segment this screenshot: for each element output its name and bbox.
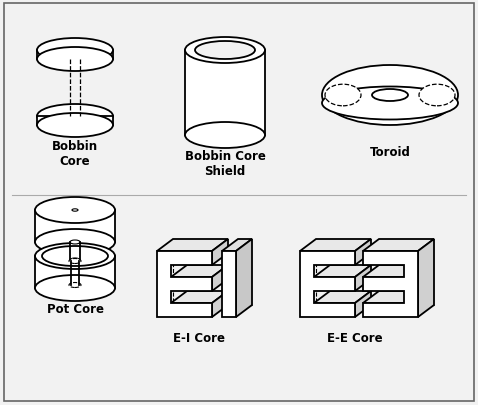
Polygon shape <box>355 291 371 317</box>
Polygon shape <box>222 239 252 252</box>
Polygon shape <box>236 239 252 317</box>
Polygon shape <box>185 51 265 136</box>
Ellipse shape <box>35 275 115 301</box>
Ellipse shape <box>37 48 113 72</box>
Polygon shape <box>314 291 371 303</box>
Polygon shape <box>222 252 236 317</box>
Polygon shape <box>355 239 371 265</box>
Ellipse shape <box>35 230 115 256</box>
Polygon shape <box>35 211 115 243</box>
Ellipse shape <box>42 246 108 266</box>
Ellipse shape <box>195 42 255 60</box>
Ellipse shape <box>37 105 113 129</box>
Polygon shape <box>157 252 212 317</box>
Polygon shape <box>212 291 228 317</box>
Text: E-I Core: E-I Core <box>173 331 225 344</box>
Polygon shape <box>35 256 115 288</box>
Text: Bobbin Core
Shield: Bobbin Core Shield <box>185 149 265 177</box>
Polygon shape <box>363 291 420 303</box>
Ellipse shape <box>37 39 113 63</box>
Polygon shape <box>363 239 434 252</box>
Ellipse shape <box>70 258 80 262</box>
Ellipse shape <box>322 87 458 120</box>
Ellipse shape <box>69 283 81 288</box>
Polygon shape <box>212 239 228 265</box>
Polygon shape <box>171 265 228 277</box>
Text: Bobbin
Core: Bobbin Core <box>52 140 98 168</box>
Text: Toroid: Toroid <box>369 146 411 159</box>
Polygon shape <box>171 291 228 303</box>
Ellipse shape <box>372 90 408 102</box>
Ellipse shape <box>322 66 458 126</box>
Polygon shape <box>355 265 371 291</box>
Ellipse shape <box>35 198 115 224</box>
Polygon shape <box>300 252 355 317</box>
Polygon shape <box>363 252 418 317</box>
Ellipse shape <box>325 85 361 107</box>
Ellipse shape <box>185 123 265 149</box>
Ellipse shape <box>70 241 80 244</box>
Ellipse shape <box>185 38 265 64</box>
Polygon shape <box>314 265 371 277</box>
Ellipse shape <box>35 243 115 269</box>
Polygon shape <box>37 117 113 126</box>
Text: E-E Core: E-E Core <box>327 331 383 344</box>
Text: Pot Core: Pot Core <box>46 302 104 315</box>
Ellipse shape <box>37 114 113 138</box>
Polygon shape <box>37 51 113 60</box>
Polygon shape <box>418 239 434 317</box>
Polygon shape <box>363 265 420 277</box>
Ellipse shape <box>69 259 81 264</box>
Ellipse shape <box>419 85 455 107</box>
Polygon shape <box>300 239 371 252</box>
Polygon shape <box>157 239 228 252</box>
Ellipse shape <box>72 209 78 212</box>
Polygon shape <box>212 265 228 291</box>
